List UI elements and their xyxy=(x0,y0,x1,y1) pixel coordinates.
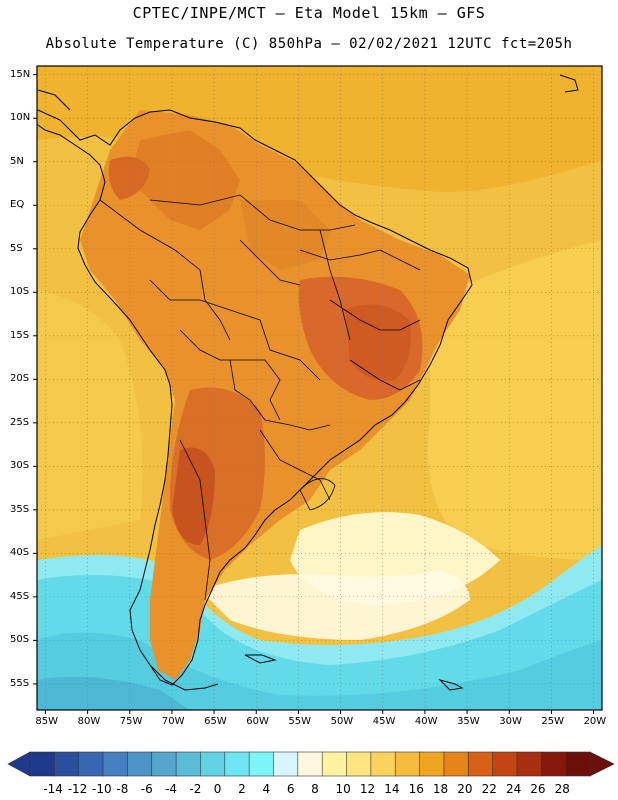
colorbar-label: 2 xyxy=(238,782,246,796)
coastline xyxy=(37,74,579,691)
lon-label: 50W xyxy=(330,716,354,727)
colorbar-label: 26 xyxy=(530,782,546,796)
colorbar-swatch xyxy=(78,751,104,777)
lat-label: 10S xyxy=(10,286,30,298)
lat-label: 20S xyxy=(10,373,30,385)
lon-label: 55W xyxy=(288,716,312,727)
lon-label: 85W xyxy=(35,716,59,727)
lat-label: 40S xyxy=(10,547,30,559)
colorbar-swatch xyxy=(443,751,469,777)
lon-label: 35W xyxy=(457,716,480,727)
colorbar-swatch xyxy=(248,751,275,777)
lat-label: 15S xyxy=(10,329,30,341)
colorbar-label: 20 xyxy=(457,782,473,796)
colorbar-swatch xyxy=(565,751,591,777)
colorbar-swatch xyxy=(54,751,80,777)
colorbar-label: 22 xyxy=(481,782,497,796)
lat-label: 45S xyxy=(10,590,30,602)
lat-label: 5N xyxy=(10,155,24,167)
country-borders xyxy=(99,194,421,601)
colorbar-label: 28 xyxy=(554,782,570,796)
colorbar-label: 16 xyxy=(408,782,424,796)
lat-label: 55S xyxy=(10,677,30,689)
lon-label: 75W xyxy=(119,716,143,727)
colorbar-label: -2 xyxy=(189,782,202,796)
lat-label: 30S xyxy=(10,460,30,472)
colorbar-label: -14 xyxy=(43,782,63,796)
colorbar-swatch xyxy=(321,751,348,777)
colorbar-min-arrow xyxy=(7,751,31,777)
colorbar-swatch xyxy=(151,751,177,777)
colorbar-label: -10 xyxy=(92,782,112,796)
colorbar-swatch xyxy=(273,751,299,777)
lat-label: 25S xyxy=(10,416,30,428)
lon-label: 45W xyxy=(372,716,396,727)
lon-label: 70W xyxy=(161,716,185,727)
colorbar-label: 14 xyxy=(384,782,400,796)
lon-label: 30W xyxy=(499,716,522,727)
colorbar-label: -12 xyxy=(67,782,88,796)
lon-label: 40W xyxy=(414,716,438,727)
colorbar-swatch xyxy=(394,751,421,777)
colorbar-swatch xyxy=(224,751,250,777)
colorbar-swatch xyxy=(516,751,543,777)
colorbar-swatch xyxy=(175,751,202,777)
lat-label: 15N xyxy=(10,68,31,80)
colorbar-swatch xyxy=(346,751,372,777)
colorbar-label: 12 xyxy=(359,782,376,796)
axis-ticks xyxy=(33,74,595,714)
lat-label: 10N xyxy=(10,112,31,124)
lon-label: 80W xyxy=(77,716,101,727)
colorbar-swatch xyxy=(29,751,56,777)
lon-label: 65W xyxy=(204,716,227,727)
colorbar-swatch xyxy=(102,751,129,777)
colorbar-label: -8 xyxy=(116,782,129,796)
lat-label: 50S xyxy=(10,634,30,646)
lon-label: 20W xyxy=(583,716,607,727)
lon-label: 25W xyxy=(541,716,565,727)
colorbar-label: 10 xyxy=(335,782,351,796)
lat-label: 35S xyxy=(10,503,30,515)
colorbar-swatch xyxy=(200,751,226,777)
colorbar-swatch xyxy=(297,751,323,777)
lat-label: EQ xyxy=(10,199,25,211)
colorbar-swatch xyxy=(541,751,567,777)
lat-lon-grid xyxy=(37,66,602,710)
colorbar-label: 24 xyxy=(505,782,522,796)
colorbar-label: -6 xyxy=(140,782,153,796)
map-frame xyxy=(36,65,603,711)
colorbar-label: -4 xyxy=(165,782,178,796)
colorbar-label: 18 xyxy=(432,782,449,796)
colorbar-label: 8 xyxy=(311,782,319,796)
colorbar-label: 6 xyxy=(286,782,295,796)
colorbar-max-arrow xyxy=(589,751,615,777)
colorbar-label: 4 xyxy=(262,782,271,796)
lon-label: 60W xyxy=(246,716,269,727)
colorbar-swatch xyxy=(467,751,494,777)
chart-title: CPTEC/INPE/MCT – Eta Model 15km – GFS xyxy=(132,4,486,22)
lat-label: 5S xyxy=(10,242,23,254)
chart-subtitle: Absolute Temperature (C) 850hPa – 02/02/… xyxy=(45,36,573,52)
colorbar-swatch xyxy=(492,751,518,777)
colorbar-swatch xyxy=(127,751,153,777)
colorbar-label: 0 xyxy=(213,782,222,796)
colorbar-swatch xyxy=(419,751,445,777)
colorbar-swatch xyxy=(370,751,396,777)
